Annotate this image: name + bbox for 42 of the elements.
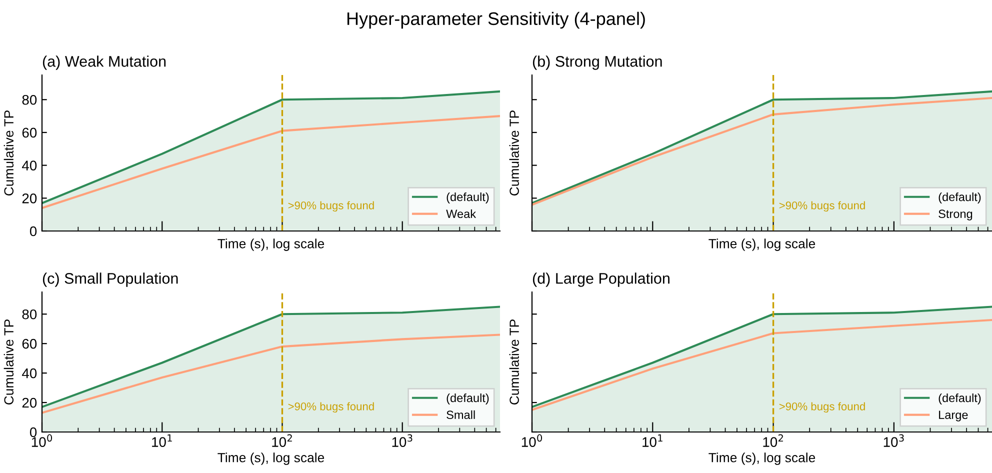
- legend-label: (default): [938, 192, 981, 204]
- x-tick-label: 10$^{3}$: [392, 434, 412, 447]
- x-tick-label: 10$^{0}$: [522, 434, 542, 447]
- ref-line-label: >90% bugs found: [288, 402, 374, 413]
- legend-label: Strong: [938, 210, 972, 220]
- y-tick-label: 60: [22, 128, 37, 138]
- legend-label: Small: [446, 410, 475, 420]
- ref-line-label: >90% bugs found: [288, 201, 374, 212]
- x-axis-title: Time (s), log scale: [218, 452, 324, 465]
- y-tick-label: 80: [22, 94, 37, 105]
- chart-title: (b) Strong Mutation: [532, 56, 662, 70]
- legend-label: (default): [446, 192, 489, 204]
- y-tick-label: 60: [22, 338, 37, 349]
- x-axis-title: Time (s), log scale: [708, 238, 816, 251]
- y-tick-label: 20: [22, 193, 37, 204]
- legend-label: (default): [446, 393, 489, 404]
- y-tick-label: 0: [30, 427, 37, 438]
- legend-label: (default): [938, 393, 981, 404]
- y-tick-label: 80: [22, 309, 37, 320]
- chart-title: (d) Large Population: [532, 272, 670, 287]
- x-axis-title: Time (s), log scale: [708, 452, 816, 465]
- chart-title: (a) Weak Mutation: [42, 56, 166, 70]
- legend-label: Large: [939, 410, 968, 422]
- x-tick-label: 10$^{1}$: [642, 434, 662, 447]
- y-tick-label: 0: [30, 226, 37, 236]
- y-axis-title: Cumulative TP: [4, 110, 14, 196]
- text: Hyper-parameter Sensitivity (4-panel): [347, 12, 645, 29]
- x-tick-label: 10$^{1}$: [152, 434, 172, 447]
- x-tick-label: 10$^{2}$: [272, 434, 292, 447]
- x-tick-label: 10$^{2}$: [763, 434, 783, 447]
- y-axis-title: Cumulative TP: [509, 110, 519, 196]
- y-axis-title: Cumulative TP: [509, 320, 519, 404]
- legend-label: Weak: [446, 209, 476, 218]
- ref-line-label: >90% bugs found: [779, 201, 865, 212]
- y-tick-label: 40: [22, 368, 37, 378]
- x-axis-title: Time (s), log scale: [218, 238, 324, 251]
- ref-line-label: >90% bugs found: [779, 402, 865, 413]
- y-axis-title: Cumulative TP: [4, 320, 14, 404]
- y-tick-label: 20: [22, 398, 37, 408]
- x-tick-label: 10$^{3}$: [884, 434, 904, 447]
- y-tick-label: 40: [22, 160, 37, 170]
- chart-title: (c) Small Population: [42, 272, 178, 287]
